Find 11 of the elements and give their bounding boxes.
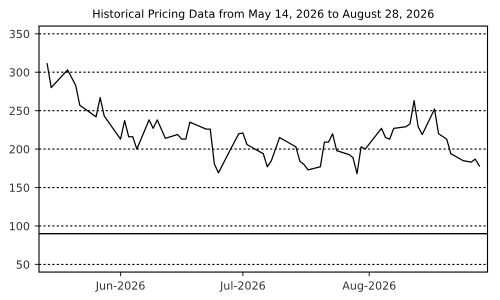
y-tick-label: 150	[10, 184, 30, 192]
y-tick-label: 300	[10, 68, 30, 77]
x-tick-label: Jul-2026	[219, 281, 266, 292]
x-tick-label: Aug-2026	[342, 281, 396, 292]
y-tick-label: 100	[10, 222, 30, 230]
chart-title: Historical Pricing Data from May 14, 2026 to August 28, 2026	[93, 9, 434, 20]
y-tick-label: 50	[16, 260, 30, 269]
y-tick-label: 200	[10, 145, 30, 154]
y-tick-label: 350	[10, 30, 30, 38]
x-tick-label: Jun-2026	[95, 281, 145, 292]
y-tick-label: 250	[10, 106, 30, 116]
